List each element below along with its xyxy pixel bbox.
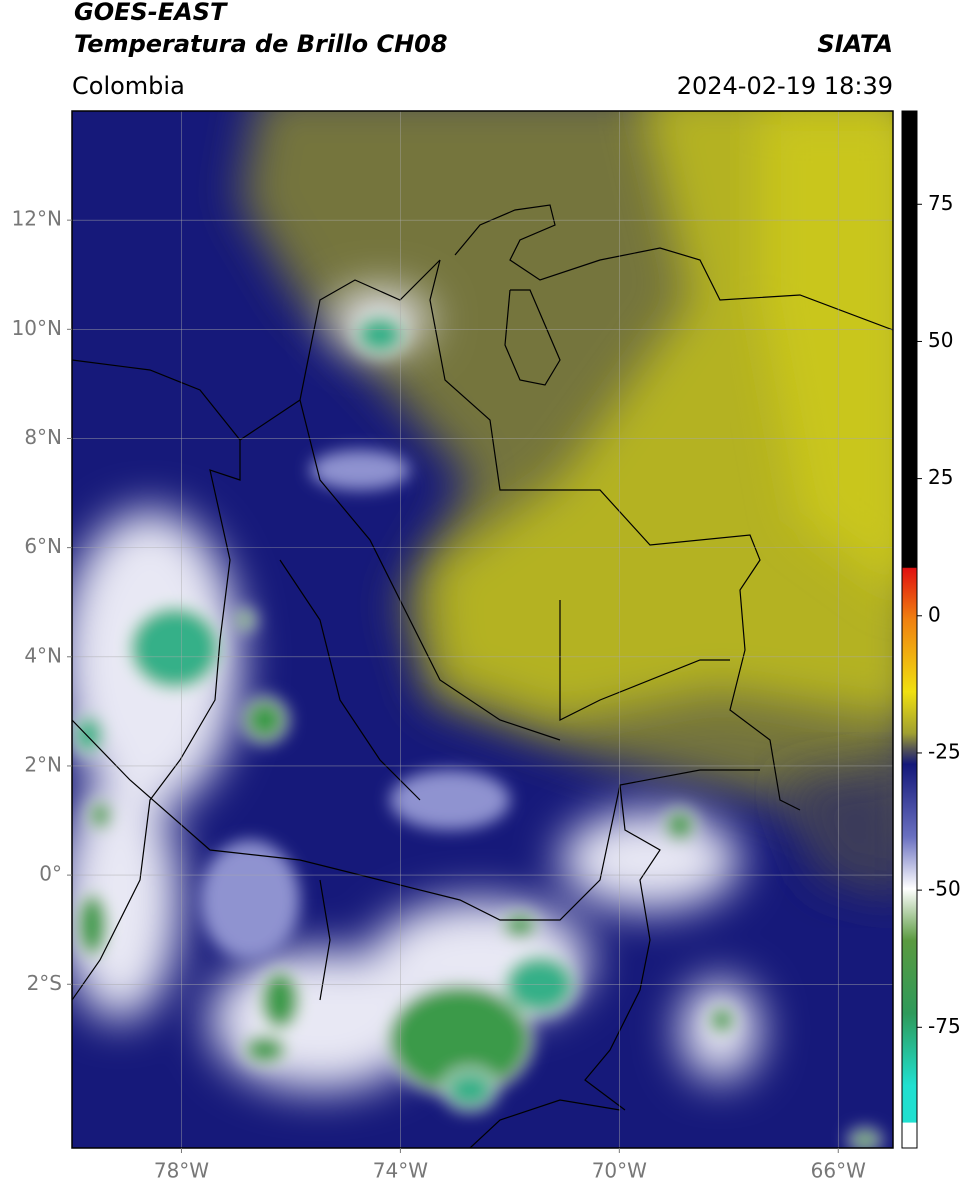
graticule: [72, 111, 893, 1148]
lat-tick-label: 4°N: [24, 643, 62, 667]
colorbar-tick-label: -50: [928, 877, 961, 901]
datetime: 2024-02-19 18:39: [677, 72, 893, 100]
title-line2: Temperatura de Brillo CH08: [74, 30, 448, 58]
satellite-image: [72, 111, 893, 1148]
lat-tick-label: 0°: [39, 862, 62, 886]
lon-tick-label: 66°W: [811, 1159, 866, 1183]
colorbar-tick-label: -25: [928, 739, 961, 763]
lat-tick-label: 12°N: [12, 207, 62, 231]
colorbar-tick-label: -75: [928, 1014, 961, 1038]
colorbar-tick-label: 25: [928, 465, 953, 489]
colorbar: [901, 110, 918, 1149]
lon-tick-label: 74°W: [373, 1159, 428, 1183]
colorbar-tick-label: 75: [928, 191, 953, 215]
source: SIATA: [817, 30, 893, 58]
lat-tick-label: 2°N: [24, 752, 62, 776]
lat-tick-label: 6°N: [24, 534, 62, 558]
lat-tick-label: 8°N: [24, 425, 62, 449]
lon-tick-label: 70°W: [592, 1159, 647, 1183]
colorbar-tick-label: 0: [928, 602, 941, 626]
borders: [72, 204, 893, 1148]
title-line1: GOES-EAST: [74, 0, 228, 26]
colorbar-tick-label: 50: [928, 328, 953, 352]
lat-tick-label: 2°S: [27, 971, 62, 995]
lat-tick-label: 10°N: [12, 316, 62, 340]
lon-tick-label: 78°W: [154, 1159, 209, 1183]
map-frame: [71, 110, 894, 1149]
region: Colombia: [72, 72, 185, 100]
